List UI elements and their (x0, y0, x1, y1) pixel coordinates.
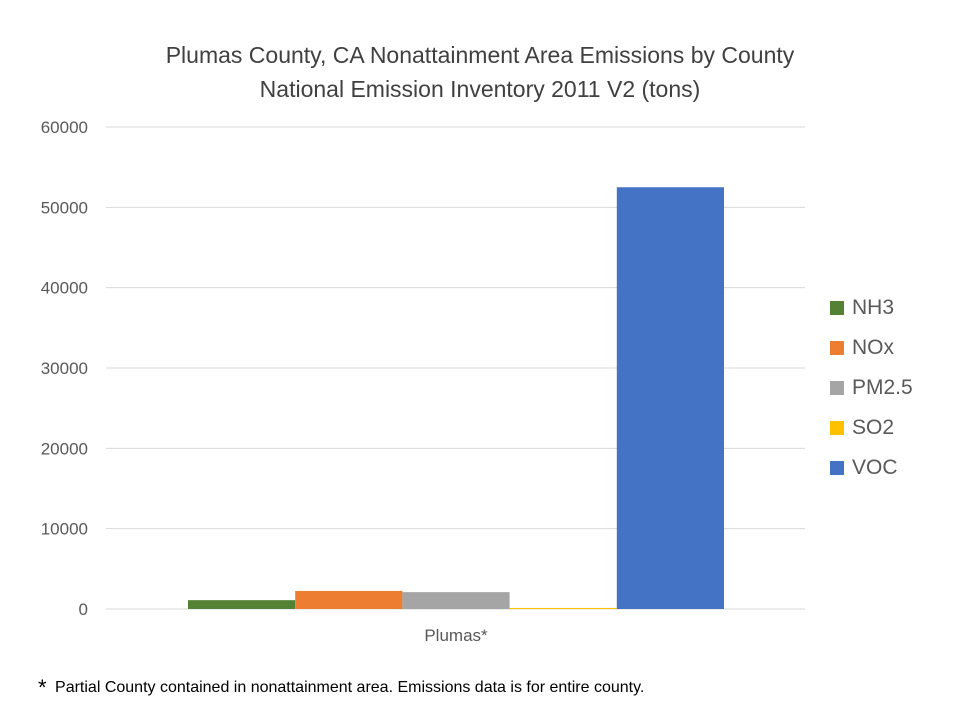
y-tick-label-40000: 40000 (41, 279, 88, 298)
bar-voc (616, 187, 724, 609)
y-tick-label-10000: 10000 (41, 520, 88, 539)
legend: NH3 NOx PM2.5 SO2 VOC (830, 288, 913, 488)
legend-item-voc: VOC (830, 448, 913, 488)
chart-title-line2: National Emission Inventory 2011 V2 (ton… (259, 76, 701, 102)
legend-label-voc: VOC (852, 456, 898, 479)
bar-so2 (509, 607, 617, 609)
y-tick-label-0: 0 (79, 600, 88, 619)
chart-title-line1: Plumas County, CA Nonattainment Area Emi… (165, 42, 795, 68)
legend-label-nh3: NH3 (852, 296, 895, 319)
bar-nox (295, 590, 403, 609)
legend-item-nox: NOx (830, 328, 913, 368)
legend-item-pm25: PM2.5 (830, 368, 913, 408)
legend-item-so2: SO2 (830, 408, 913, 448)
legend-swatch-pm25 (830, 381, 844, 395)
legend-swatch-nh3 (830, 301, 844, 315)
legend-label-nox: NOx (852, 336, 894, 359)
x-category-label: Plumas* (424, 626, 488, 645)
footnote-text: Partial County contained in nonattainmen… (55, 679, 645, 696)
y-tick-label-50000: 50000 (41, 198, 88, 217)
footnote: * Partial County contained in nonattainm… (38, 672, 645, 700)
bar-pm25 (402, 592, 510, 609)
legend-label-pm25: PM2.5 (852, 376, 913, 399)
legend-item-nh3: NH3 (830, 288, 913, 328)
legend-swatch-nox (830, 341, 844, 355)
footnote-star: * (38, 675, 47, 700)
bar-nh3 (188, 600, 296, 609)
legend-swatch-voc (830, 461, 844, 475)
y-tick-label-60000: 60000 (41, 118, 88, 137)
y-tick-label-20000: 20000 (41, 439, 88, 458)
legend-swatch-so2 (830, 421, 844, 435)
legend-label-so2: SO2 (852, 416, 895, 439)
y-tick-label-30000: 30000 (41, 359, 88, 378)
